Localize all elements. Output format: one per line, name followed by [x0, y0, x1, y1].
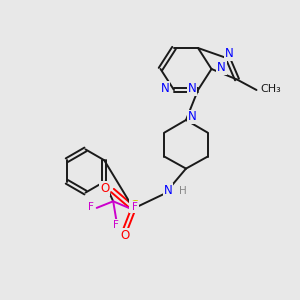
Text: F: F	[113, 220, 119, 230]
Text: F: F	[132, 202, 138, 212]
Text: S: S	[130, 199, 138, 212]
Text: H: H	[178, 185, 186, 196]
Text: N: N	[217, 61, 226, 74]
Text: N: N	[161, 82, 170, 95]
Text: N: N	[164, 184, 172, 197]
Text: CH₃: CH₃	[260, 83, 281, 94]
Text: F: F	[88, 202, 94, 212]
Text: N: N	[188, 110, 197, 124]
Text: N: N	[188, 82, 197, 95]
Text: O: O	[121, 229, 130, 242]
Text: N: N	[225, 47, 234, 61]
Text: O: O	[100, 182, 110, 195]
